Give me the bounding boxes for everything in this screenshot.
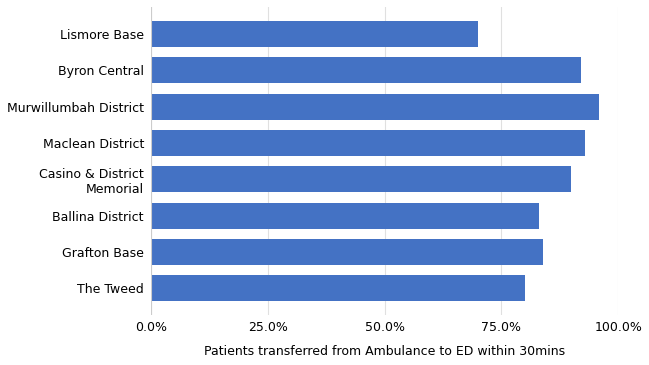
Bar bbox=[151, 239, 543, 265]
Bar bbox=[151, 21, 478, 47]
Bar bbox=[151, 93, 600, 120]
Bar bbox=[151, 166, 571, 192]
Bar bbox=[151, 203, 539, 229]
X-axis label: Patients transferred from Ambulance to ED within 30mins: Patients transferred from Ambulance to E… bbox=[204, 345, 565, 358]
Bar bbox=[151, 275, 524, 301]
Bar bbox=[151, 130, 585, 156]
Bar bbox=[151, 57, 581, 84]
